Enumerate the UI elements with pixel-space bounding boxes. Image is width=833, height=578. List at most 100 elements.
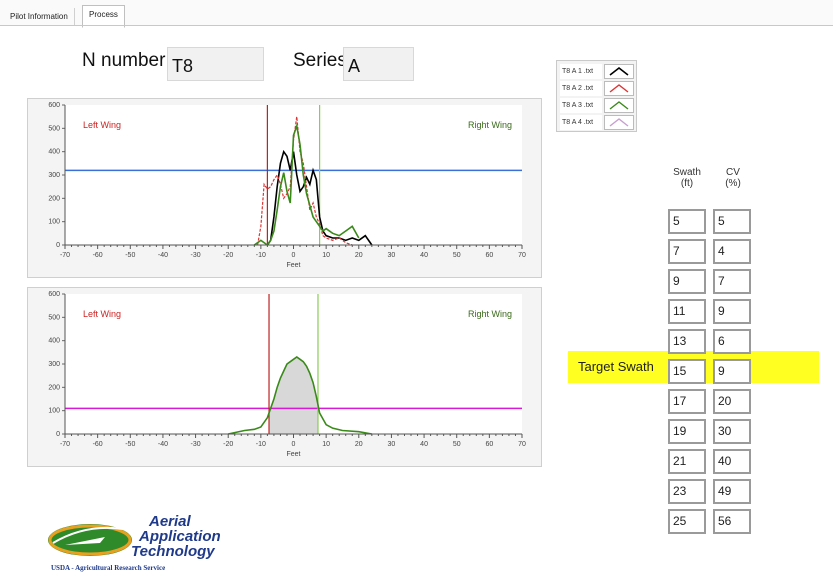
x-axis-label: Feet	[286, 451, 300, 458]
legend-swatch-line	[609, 118, 629, 127]
legend-item-label: T8 A 1 .txt	[560, 64, 602, 79]
cv-cell[interactable]: 40	[713, 449, 751, 474]
legend-item-label: T8 A 2 .txt	[560, 81, 602, 96]
x-tick-label: 50	[453, 252, 461, 259]
legend-swatch	[604, 98, 634, 113]
cv-cell[interactable]: 56	[713, 509, 751, 534]
y-tick-label: 300	[48, 361, 60, 368]
y-tick-label: 600	[48, 102, 60, 109]
swath-cell[interactable]: 23	[668, 479, 706, 504]
swath-cell[interactable]: 11	[668, 299, 706, 324]
series-field[interactable]: A	[343, 47, 414, 81]
x-tick-label: -50	[125, 252, 135, 259]
series-line	[266, 149, 373, 246]
x-tick-label: 50	[453, 441, 461, 448]
legend-item[interactable]: T8 A 1 .txt	[560, 64, 635, 80]
y-tick-label: 200	[48, 384, 60, 391]
series-line	[253, 122, 360, 247]
logo-graphic: Aerial Application Technology USDA - Agr…	[48, 513, 221, 572]
legend-item[interactable]: T8 A 2 .txt	[560, 81, 635, 97]
y-tick-label: 0	[56, 242, 60, 249]
swath-cell[interactable]: 17	[668, 389, 706, 414]
swath-cell[interactable]: 13	[668, 329, 706, 354]
cv-column-header: CV (%)	[713, 167, 753, 189]
cv-cell[interactable]: 30	[713, 419, 751, 444]
swath-cell[interactable]: 25	[668, 509, 706, 534]
x-tick-label: 70	[518, 252, 526, 259]
swath-cell[interactable]: 15	[668, 359, 706, 384]
y-tick-label: 400	[48, 149, 60, 156]
x-tick-label: 20	[355, 252, 363, 259]
swath-cell[interactable]: 5	[668, 209, 706, 234]
y-tick-label: 400	[48, 338, 60, 345]
tab-bar: Pilot Information Process	[0, 0, 833, 28]
swath-cell[interactable]: 9	[668, 269, 706, 294]
legend-swatch	[604, 81, 634, 96]
n-number-field[interactable]: T8	[167, 47, 264, 81]
y-tick-label: 500	[48, 314, 60, 321]
deposition-chart-bottom[interactable]: 0 100 200 300 400 500 600 -70 -60 -50 -40 -30 -20 -10…	[27, 287, 542, 467]
x-tick-label: 70	[518, 441, 526, 448]
cv-cell[interactable]: 9	[713, 299, 751, 324]
swath-cell[interactable]: 7	[668, 239, 706, 264]
x-tick-label: -40	[158, 441, 168, 448]
x-tick-label: 0	[292, 441, 296, 448]
cv-cell[interactable]: 6	[713, 329, 751, 354]
series-label: Series	[293, 50, 347, 71]
tab-divider	[0, 25, 833, 26]
x-tick-label: -40	[158, 252, 168, 259]
cv-cell[interactable]: 49	[713, 479, 751, 504]
x-tick-label: 30	[388, 441, 396, 448]
swath-cell[interactable]: 19	[668, 419, 706, 444]
x-tick-label: -70	[60, 441, 70, 448]
x-tick-label: -20	[223, 441, 233, 448]
y-tick-label: 500	[48, 125, 60, 132]
swath-cell[interactable]: 21	[668, 449, 706, 474]
y-tick-label: 300	[48, 172, 60, 179]
x-axis-label: Feet	[286, 262, 300, 269]
logo-line3: Technology	[131, 543, 215, 560]
logo-line2: Application	[138, 528, 221, 545]
target-swath-label: Target Swath	[578, 359, 654, 374]
cv-cell[interactable]: 9	[713, 359, 751, 384]
y-tick-label: 600	[48, 291, 60, 298]
legend-swatch	[604, 115, 634, 130]
y-tick-label: 0	[56, 431, 60, 438]
x-tick-label: 40	[420, 441, 428, 448]
x-tick-label: -10	[256, 441, 266, 448]
legend-item[interactable]: T8 A 4 .txt	[560, 115, 635, 131]
x-tick-label: 10	[322, 441, 330, 448]
legend-item[interactable]: T8 A 3 .txt	[560, 98, 635, 114]
legend-item-label: T8 A 3 .txt	[560, 98, 602, 113]
plot-legend: T8 A 1 .txt T8 A 2 .txt T8 A 3 .txt T8 A…	[556, 60, 637, 132]
logo-tagline: USDA - Agricultural Research Service	[51, 564, 165, 572]
y-tick-label: 100	[48, 408, 60, 415]
tab-pilot-information[interactable]: Pilot Information	[4, 8, 75, 26]
series-line	[228, 356, 372, 435]
x-tick-label: 10	[322, 252, 330, 259]
plot-area	[65, 105, 522, 245]
legend-swatch-line	[609, 84, 629, 93]
tab-process[interactable]: Process	[82, 5, 125, 28]
cv-cell[interactable]: 5	[713, 209, 751, 234]
left-wing-label: Left Wing	[83, 309, 121, 319]
left-wing-label: Left Wing	[83, 120, 121, 130]
legend-swatch-line	[609, 101, 629, 110]
swath-column-header: Swath (ft)	[667, 167, 707, 189]
x-tick-label: -70	[60, 252, 70, 259]
n-number-label: N number	[82, 50, 166, 71]
x-tick-label: -30	[191, 441, 201, 448]
logo-line1: Aerial	[148, 513, 192, 530]
legend-swatch	[604, 64, 634, 79]
x-tick-label: -50	[125, 441, 135, 448]
right-wing-label: Right Wing	[468, 120, 512, 130]
cv-cell[interactable]: 4	[713, 239, 751, 264]
y-tick-label: 200	[48, 195, 60, 202]
deposition-chart-top[interactable]: 0 100 200 300 400 500 600 -70 -60 -50 -40 -30 -20 -10…	[27, 98, 542, 278]
cv-cell[interactable]: 20	[713, 389, 751, 414]
x-tick-label: -60	[93, 252, 103, 259]
cv-cell[interactable]: 7	[713, 269, 751, 294]
aat-logo: Aerial Application Technology USDA - Agr…	[45, 513, 255, 573]
x-tick-label: -20	[223, 252, 233, 259]
